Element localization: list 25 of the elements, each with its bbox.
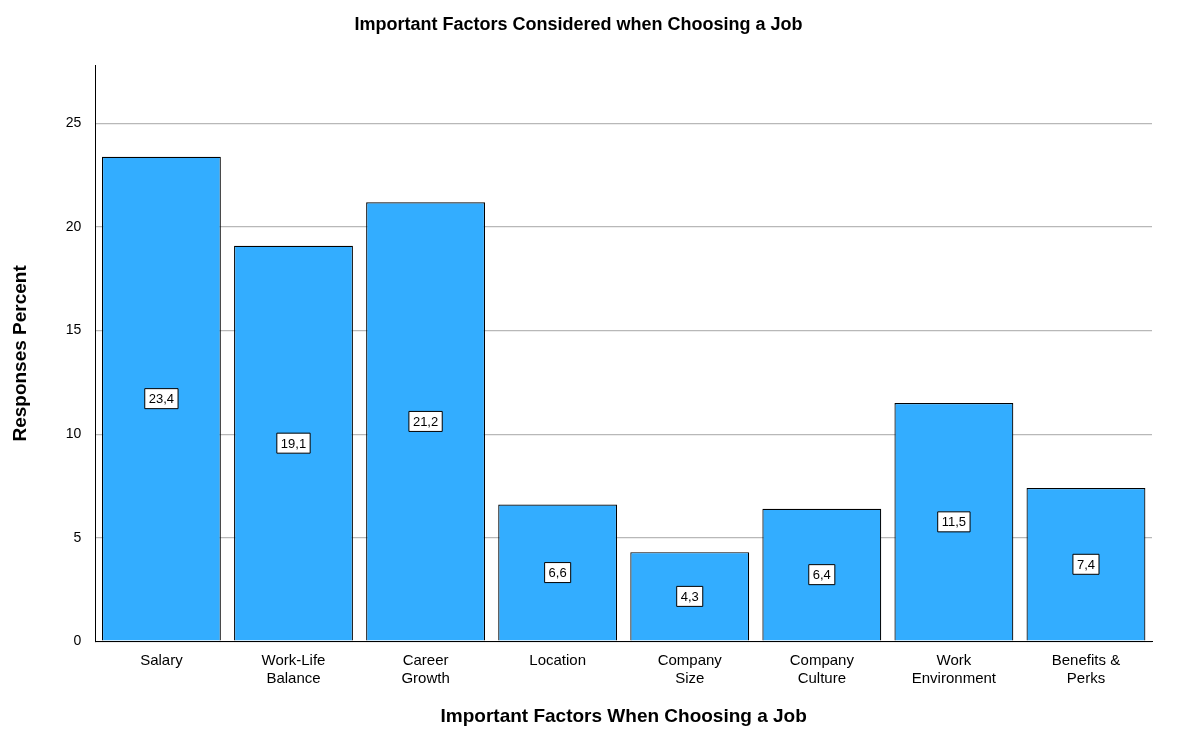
x-tick-label: Company Size xyxy=(657,651,723,687)
x-axis-title: Important Factors When Choosing a Job xyxy=(440,704,807,726)
x-tick-label: Benefits & Perks xyxy=(1051,651,1121,687)
data-label: 11,5 xyxy=(941,514,967,530)
y-tick-label: 20 xyxy=(65,217,82,234)
y-tick-label: 25 xyxy=(65,114,82,131)
y-axis-title: Responses Percent xyxy=(8,264,30,442)
x-tick-label: Career Growth xyxy=(401,651,450,687)
data-label: 19,1 xyxy=(280,435,307,451)
data-label: 6,4 xyxy=(812,567,831,583)
y-tick-label: 10 xyxy=(65,425,82,442)
y-tick-label: 5 xyxy=(73,528,82,545)
x-tick-label: Work Environment xyxy=(911,651,997,687)
x-tick-label: Salary xyxy=(140,651,184,669)
data-label: 6,6 xyxy=(548,565,567,581)
x-tick-label: Company Culture xyxy=(789,651,855,687)
y-tick-label: 0 xyxy=(73,632,82,649)
x-tick-label: Work-Life Balance xyxy=(261,651,326,687)
y-tick-label: 15 xyxy=(65,321,82,338)
chart-title: Important Factors Considered when Choosing a Job xyxy=(354,13,803,34)
data-label: 21,2 xyxy=(412,414,439,429)
data-label: 4,3 xyxy=(680,588,699,604)
data-label: 7,4 xyxy=(1076,556,1095,572)
data-label: 23,4 xyxy=(148,391,175,407)
x-tick-label: Location xyxy=(529,651,587,669)
